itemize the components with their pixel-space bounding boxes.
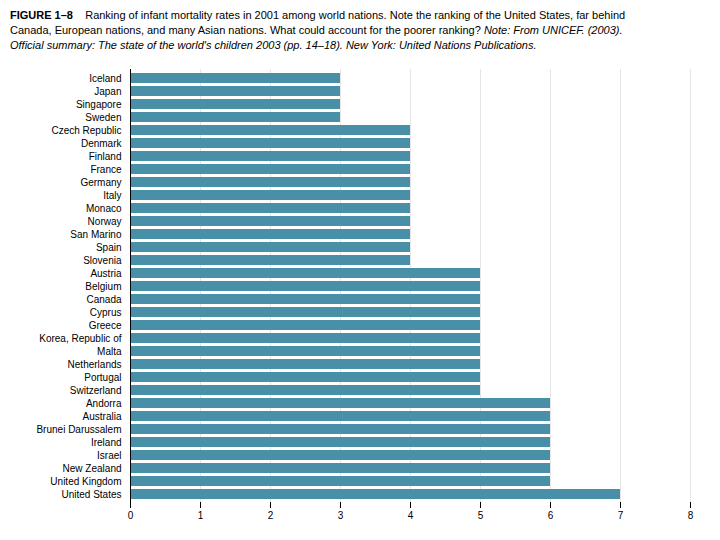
svg-text:Ireland: Ireland [91,437,122,448]
svg-text:Czech Republic: Czech Republic [51,125,121,136]
svg-text:New Zealand: New Zealand [63,463,122,474]
svg-text:4: 4 [408,510,414,521]
html-text:FIGURE 1–8 Ranking of infant m: FIGURE 1–8 Ranking of infant mortality r… [10,9,626,21]
svg-text:Canada: Canada [86,294,121,305]
svg-text:Netherlands: Netherlands [68,359,122,370]
svg-text:5: 5 [478,510,484,521]
svg-text:Finland: Finland [89,151,122,162]
svg-text:Norway: Norway [88,216,122,227]
html-text:Official summary: The state of: Official summary: The state of the world… [10,39,537,51]
svg-text:8: 8 [688,510,694,521]
svg-text:1: 1 [198,510,204,521]
svg-text:United Kingdom: United Kingdom [50,476,121,487]
svg-text:Iceland: Iceland [89,73,121,84]
svg-text:Slovenia: Slovenia [83,255,122,266]
svg-text:United States: United States [61,489,121,500]
svg-text:Austria: Austria [90,268,122,279]
svg-text:Greece: Greece [89,320,122,331]
svg-text:Sweden: Sweden [85,112,121,123]
svg-text:Cyprus: Cyprus [90,307,122,318]
svg-text:Korea, Republic of: Korea, Republic of [39,333,121,344]
svg-text:Italy: Italy [103,190,121,201]
svg-text:Monaco: Monaco [86,203,122,214]
svg-text:Andorra: Andorra [86,398,122,409]
svg-text:7: 7 [618,510,624,521]
svg-text:0: 0 [128,510,134,521]
svg-text:Malta: Malta [97,346,122,357]
svg-text:Israel: Israel [97,450,121,461]
svg-text:France: France [90,164,122,175]
svg-text:3: 3 [338,510,344,521]
svg-text:6: 6 [548,510,554,521]
svg-text:2: 2 [268,510,274,521]
svg-text:Portugal: Portugal [84,372,121,383]
svg-text:Denmark: Denmark [81,138,123,149]
svg-text:Australia: Australia [83,411,122,422]
svg-text:Belgium: Belgium [85,281,121,292]
svg-text:Spain: Spain [96,242,122,253]
svg-text:Germany: Germany [80,177,121,188]
svg-text:Japan: Japan [94,86,121,97]
svg-text:Brunei Darussalem: Brunei Darussalem [36,424,121,435]
svg-text:Switzerland: Switzerland [70,385,122,396]
html-text:Canada, European nations, and: Canada, European nations, and many Asian… [10,24,623,36]
svg-text:Singapore: Singapore [76,99,122,110]
svg-text:San Marino: San Marino [70,229,122,240]
